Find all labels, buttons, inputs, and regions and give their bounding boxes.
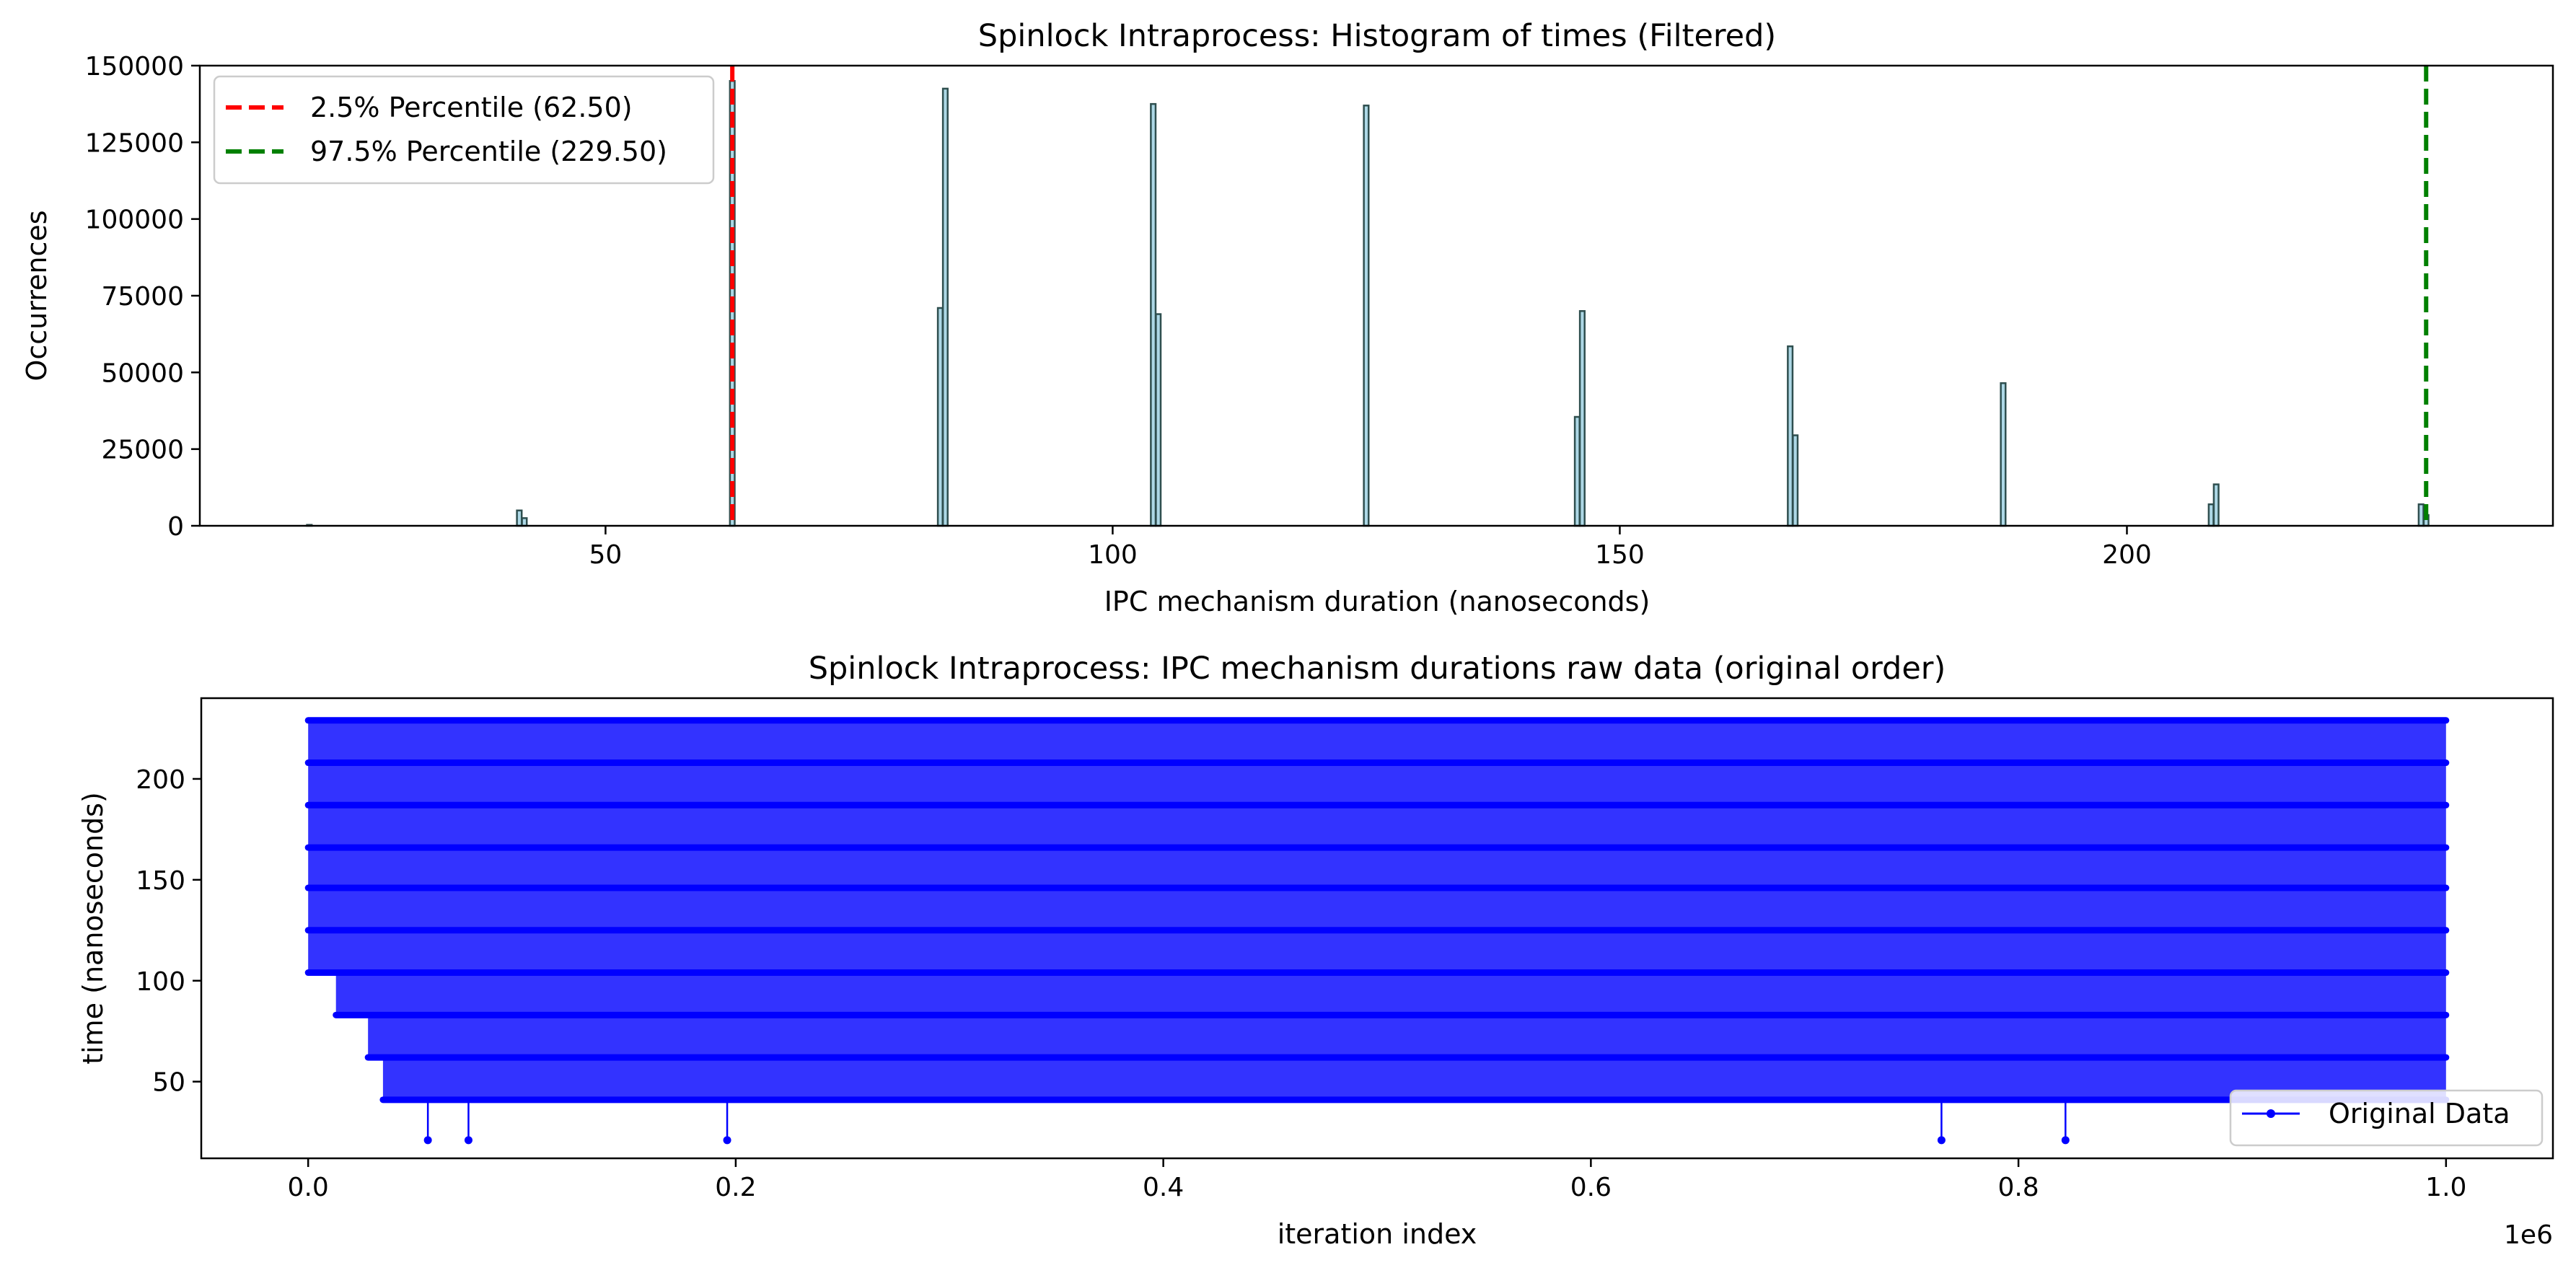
histogram-y-tick-label: 150000 — [85, 52, 184, 82]
raw-data-outlier-point — [423, 1136, 432, 1145]
raw-x-tick-label: 1.0 — [2425, 1173, 2466, 1202]
raw-data-outlier-point — [723, 1136, 731, 1145]
histogram-bar — [936, 307, 944, 527]
raw-data-series — [304, 717, 2450, 1145]
histogram-legend-box — [213, 75, 715, 185]
histogram-y-tick-label: 0 — [167, 512, 184, 542]
raw-x-tick-label: 0.2 — [715, 1173, 756, 1202]
raw-legend-box — [2229, 1089, 2544, 1147]
legend-label-p97-5: 97.5% Percentile (229.50) — [310, 136, 667, 167]
histogram-y-label: Occurrences — [21, 210, 53, 381]
raw-x-offset-label: 1e6 — [2504, 1220, 2553, 1250]
raw-y-ticks: 50 100 150 200 — [136, 765, 201, 1098]
histogram-x-label: IPC mechanism duration (nanoseconds) — [1104, 586, 1650, 617]
histogram-bar — [521, 517, 528, 527]
percentile-lines — [730, 66, 2429, 526]
histogram-x-tick-label: 50 — [589, 540, 623, 570]
histogram-bar — [1155, 313, 1162, 527]
histogram-bar — [2000, 382, 2007, 527]
histogram-subplot: Spinlock Intraprocess: Histogram of time… — [21, 18, 2554, 617]
raw-y-tick-label: 100 — [136, 967, 185, 997]
histogram-bar — [2417, 503, 2425, 527]
raw-legend: Original Data — [2229, 1089, 2544, 1147]
histogram-bar — [1363, 105, 1370, 527]
histogram-bar — [516, 509, 523, 527]
histogram-x-tick-label: 150 — [1595, 540, 1645, 570]
histogram-x-tick-label: 100 — [1088, 540, 1138, 570]
histogram-y-tick-label: 125000 — [85, 128, 184, 158]
raw-x-tick-label: 0.6 — [1570, 1173, 1612, 1202]
raw-x-label: iteration index — [1278, 1218, 1477, 1250]
histogram-title: Spinlock Intraprocess: Histogram of time… — [978, 18, 1776, 54]
raw-x-tick-label: 0.0 — [288, 1173, 329, 1202]
raw-y-tick-label: 150 — [136, 866, 185, 896]
raw-data-outlier-point — [1937, 1136, 1946, 1145]
histogram-x-tick-label: 200 — [2102, 540, 2152, 570]
histogram-bar — [941, 87, 949, 527]
raw-y-tick-label: 200 — [136, 765, 185, 795]
raw-y-label: time (nanoseconds) — [77, 792, 109, 1065]
raw-data-band — [308, 720, 2446, 1100]
raw-y-tick-label: 50 — [152, 1068, 185, 1098]
histogram-y-ticks: 0 25000 50000 75000 100000 125000 150000 — [85, 52, 200, 542]
histogram-bar — [1150, 102, 1157, 527]
histogram-bar — [1792, 434, 1799, 527]
legend-label-p2-5: 2.5% Percentile (62.50) — [310, 92, 633, 123]
legend-label-original-data: Original Data — [2329, 1098, 2510, 1129]
histogram-bar — [1573, 415, 1581, 527]
histogram-x-ticks: 50 100 150 200 — [589, 526, 2152, 570]
histogram-y-tick-label: 100000 — [85, 206, 184, 235]
raw-title: Spinlock Intraprocess: IPC mechanism dur… — [809, 651, 1946, 687]
raw-data-outlier-point — [2061, 1136, 2070, 1145]
histogram-legend: 2.5% Percentile (62.50) 97.5% Percentile… — [213, 75, 715, 185]
legend-marker-original-data — [2267, 1109, 2275, 1118]
raw-x-ticks: 0.0 0.2 0.4 0.6 0.8 1.0 — [288, 1158, 2466, 1202]
histogram-y-tick-label: 50000 — [101, 358, 184, 388]
histogram-y-tick-label: 75000 — [101, 282, 184, 312]
raw-data-subplot: Spinlock Intraprocess: IPC mechanism dur… — [77, 651, 2554, 1250]
histogram-bar — [2212, 483, 2220, 527]
raw-x-tick-label: 0.8 — [1997, 1173, 2039, 1202]
histogram-y-tick-label: 25000 — [101, 436, 184, 465]
raw-x-tick-label: 0.4 — [1143, 1173, 1184, 1202]
histogram-bar — [1578, 310, 1586, 527]
raw-frame — [200, 697, 2554, 1160]
histogram-bar — [1787, 345, 1794, 527]
histogram-bar — [2207, 503, 2215, 527]
raw-data-outlier-point — [464, 1136, 472, 1145]
